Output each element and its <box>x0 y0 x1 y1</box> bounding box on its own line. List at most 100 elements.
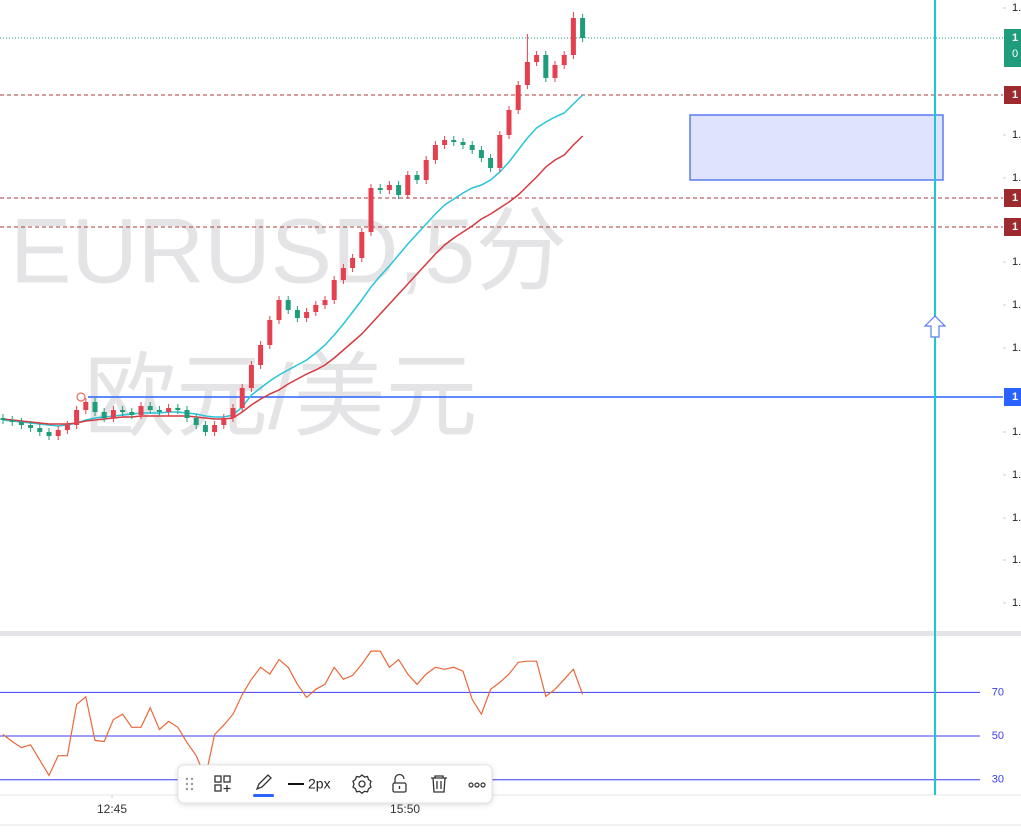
candle-body <box>267 320 273 345</box>
moving-average <box>2 135 584 425</box>
candle-body <box>166 408 172 412</box>
candle-body <box>386 185 392 190</box>
y-tick-label: 1. <box>1012 172 1021 184</box>
candle-body <box>506 110 512 135</box>
candle-body <box>331 280 337 300</box>
candle-body <box>451 140 457 142</box>
price-scale-bg <box>1003 0 1021 631</box>
candle-body <box>561 55 567 65</box>
price-badge-label: 1 <box>1012 32 1018 44</box>
drawing-toolbar: 2px <box>177 764 493 804</box>
candle-body <box>0 418 6 420</box>
price-badge-label: 1 <box>1012 391 1018 403</box>
candle-body <box>230 408 236 418</box>
candle-body <box>212 425 218 432</box>
y-tick-label: 1. <box>1012 256 1021 268</box>
price-badge <box>1004 29 1021 67</box>
price-badge-label: 1 <box>1012 221 1018 233</box>
price-badge-label: 1 <box>1012 89 1018 101</box>
color-button[interactable] <box>253 774 274 797</box>
candle-body <box>359 232 365 258</box>
y-tick-label: 1. <box>1012 469 1021 481</box>
y-tick-label: 1. <box>1012 512 1021 524</box>
lock-button[interactable] <box>392 773 407 793</box>
candle-body <box>74 410 80 425</box>
candle-body <box>46 432 52 436</box>
candle-body <box>497 135 503 168</box>
candle-body <box>396 185 402 195</box>
rsi-level-label: 50 <box>992 730 1004 742</box>
candle-body <box>432 145 438 160</box>
candle-body <box>340 268 346 280</box>
rsi-level-label: 70 <box>992 686 1004 698</box>
delete-button[interactable] <box>431 775 447 793</box>
candle-body <box>101 412 107 418</box>
candle-body <box>368 188 374 232</box>
candle-body <box>18 422 24 425</box>
y-tick-label: 1. <box>1012 129 1021 141</box>
toolbar-bg <box>177 764 493 804</box>
candle-body <box>239 388 245 408</box>
candle-body <box>110 410 116 418</box>
rsi-level-label: 30 <box>992 774 1004 786</box>
candle-body <box>37 428 43 432</box>
candle-body <box>414 175 420 180</box>
candle-body <box>120 410 126 412</box>
candle-body <box>570 18 576 55</box>
x-tick-label: 15:50 <box>390 802 420 816</box>
candle-body <box>350 258 356 268</box>
candle-body <box>28 425 34 428</box>
line-width-label[interactable]: 2px <box>308 776 331 792</box>
candle-body <box>83 402 89 410</box>
moving-average <box>2 94 584 427</box>
candle-body <box>156 410 162 412</box>
rsi-line <box>2 650 584 780</box>
candle-body <box>276 300 282 320</box>
candle-body <box>524 62 530 85</box>
candle-body <box>193 418 199 425</box>
settings-button[interactable] <box>352 774 372 795</box>
candle-body <box>304 312 310 318</box>
price-badge <box>1004 86 1021 104</box>
y-tick-label: 1. <box>1012 554 1021 566</box>
candle-body <box>248 365 254 388</box>
y-tick-label: 1. <box>1012 342 1021 354</box>
price-badge <box>1004 388 1021 406</box>
candle-body <box>313 305 319 312</box>
candle-body <box>534 55 540 62</box>
candle-body <box>322 300 328 305</box>
candle-body <box>64 425 70 430</box>
candle-body <box>138 406 144 415</box>
drag-handle[interactable] <box>185 777 194 791</box>
candle-body <box>515 85 521 110</box>
candle-body <box>92 402 98 412</box>
price-badge-sublabel: 0 <box>1012 48 1018 60</box>
candle-body <box>221 418 227 425</box>
candle-body <box>442 140 448 145</box>
template-button[interactable] <box>214 775 231 792</box>
candle-body <box>9 420 15 422</box>
pane-separator <box>0 631 1021 636</box>
candle-body <box>129 412 135 415</box>
y-tick-label: 1. <box>1012 597 1021 609</box>
arrow-up-drawing[interactable] <box>923 315 947 338</box>
price-badge <box>1004 218 1021 236</box>
more-button[interactable] <box>468 782 486 788</box>
candle-body <box>147 406 153 410</box>
candle-body <box>543 55 549 78</box>
candle-body <box>469 145 475 150</box>
candle-body <box>258 345 264 365</box>
anchor-point[interactable] <box>76 392 86 402</box>
y-tick-label: 1. <box>1012 426 1021 438</box>
y-tick-label: 1. <box>1012 2 1021 14</box>
candle-body <box>285 300 291 310</box>
candle-body <box>460 142 466 145</box>
candle-body <box>175 408 181 410</box>
price-badge <box>1004 189 1021 207</box>
candle-body <box>405 175 411 195</box>
price-zone <box>689 114 944 181</box>
candle-body <box>202 425 208 432</box>
candle-body <box>580 18 586 38</box>
